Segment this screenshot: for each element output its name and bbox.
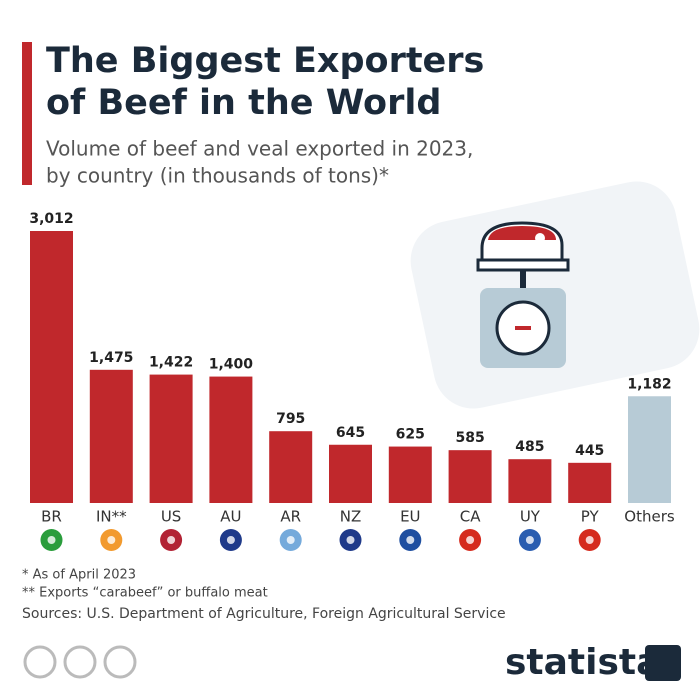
value-label: 645 <box>336 425 365 441</box>
flag-detail <box>525 536 534 544</box>
x-tick-label: Others <box>624 508 675 526</box>
illustration <box>410 181 700 409</box>
x-tick-label: AU <box>220 508 241 526</box>
bar <box>149 374 193 503</box>
value-label: 1,182 <box>627 376 671 392</box>
value-label: 625 <box>396 427 425 443</box>
chart-title: The Biggest Exporters <box>46 41 484 81</box>
chart-subtitle: by country (in thousands of tons)* <box>46 164 389 188</box>
bar <box>508 459 552 503</box>
value-label: 795 <box>276 411 305 427</box>
accent-bar <box>22 42 32 185</box>
x-tick-label: UY <box>520 508 541 526</box>
flag-detail <box>167 536 176 544</box>
value-label: 3,012 <box>29 211 73 227</box>
value-label: 585 <box>455 430 484 446</box>
flag-detail <box>47 536 56 544</box>
value-label: 1,400 <box>209 357 254 373</box>
flag-detail <box>286 536 295 544</box>
bar <box>568 462 612 503</box>
license-icons <box>23 645 137 679</box>
flag-detail <box>466 536 475 544</box>
bar <box>329 444 372 503</box>
x-tick-label: NZ <box>340 508 362 526</box>
brand-logo <box>645 645 681 681</box>
bar <box>448 450 492 503</box>
chart-title: of Beef in the World <box>46 83 441 123</box>
x-tick-label: IN** <box>96 508 127 526</box>
source: Sources: U.S. Department of Agriculture,… <box>22 606 506 622</box>
bar <box>388 446 432 503</box>
flag-detail <box>406 536 415 544</box>
x-tick-label: EU <box>400 508 420 526</box>
x-tick-label: CA <box>460 508 481 526</box>
footnote: ** Exports “carabeef” or buffalo meat <box>22 586 268 601</box>
bar <box>30 231 73 503</box>
bar <box>89 369 133 503</box>
brand: statista <box>505 642 660 683</box>
value-label: 485 <box>515 439 544 455</box>
value-label: 1,475 <box>89 350 133 366</box>
flag-detail <box>585 536 594 544</box>
x-tick-label: US <box>161 508 182 526</box>
value-label: 445 <box>575 443 604 459</box>
flag-detail <box>346 536 355 544</box>
bar <box>209 376 253 503</box>
x-tick-label: BR <box>41 508 62 526</box>
x-tick-label: PY <box>581 508 600 526</box>
chart-subtitle: Volume of beef and veal exported in 2023… <box>46 137 473 161</box>
bar <box>628 396 671 503</box>
flag-detail <box>107 536 116 544</box>
value-label: 1,422 <box>149 355 193 371</box>
bar <box>269 431 313 503</box>
flag-detail <box>226 536 235 544</box>
x-tick-label: AR <box>280 508 301 526</box>
footnote: * As of April 2023 <box>22 568 136 583</box>
